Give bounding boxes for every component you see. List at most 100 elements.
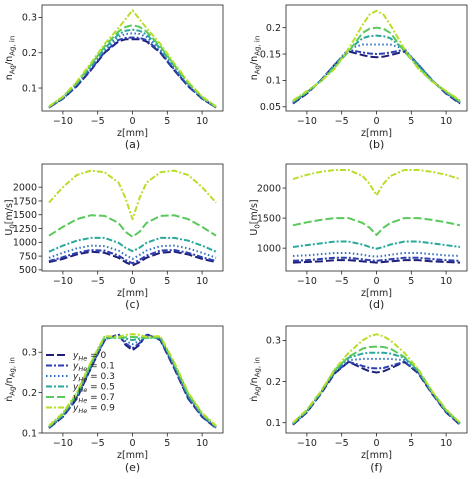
plot-frame xyxy=(285,325,468,434)
x-tick-label: −10 xyxy=(297,116,317,127)
series-line-5 xyxy=(48,9,217,108)
y-tick-label: 2000 xyxy=(13,182,37,193)
panel-a: −10 −5 0 5 10 0.1 0.2 0.3 z[mm] nAg/nAg, in (a) xyxy=(4,4,224,151)
series-line-5 xyxy=(292,333,461,424)
series-line-2 xyxy=(48,32,217,108)
x-axis-label: z[mm] xyxy=(361,450,392,461)
series-line-4 xyxy=(292,26,461,103)
x-tick-label: −5 xyxy=(335,276,349,287)
y-tick-label: 1500 xyxy=(257,213,281,224)
series-group xyxy=(292,333,461,426)
series-line-0 xyxy=(292,360,461,426)
x-tick-label: 5 xyxy=(164,116,170,127)
series-line-1 xyxy=(292,360,461,426)
panel-e: −10 −5 0 5 10 0.1 0.2 0.3 z[mm] ṅAg/nAg, in (e) xyxy=(4,325,224,474)
x-tick-label: 0 xyxy=(373,116,379,127)
series-group xyxy=(48,9,217,109)
y-tick-label: 0.05 xyxy=(260,102,281,113)
series-line-5 xyxy=(292,169,461,197)
panel-c: −10 −5 0 5 10 500 750 1000 1250 1500 1750 2000 z[mm]… xyxy=(4,163,224,311)
series-line-3 xyxy=(48,28,217,108)
panel-caption: (f) xyxy=(370,461,382,474)
y-axis-label: nAg/nAg, in xyxy=(249,36,262,81)
panel-f: −10 −5 0 5 10 0.1 0.2 0.3 z[mm] ṅAg/nAg, in (f) xyxy=(249,325,468,474)
series-line-1 xyxy=(48,249,217,265)
series-line-2 xyxy=(292,251,461,258)
x-tick-label: 10 xyxy=(196,116,208,127)
series-line-5 xyxy=(292,9,461,102)
panel-d: −10 −5 0 5 10 1000 1500 2000 z[mm] U0[m/s] (d) xyxy=(249,163,468,311)
x-axis-label: z[mm] xyxy=(117,288,148,299)
series-group xyxy=(48,333,217,429)
y-tick-label: 0.1 xyxy=(266,418,281,429)
legend-label: yHe = 0.7 xyxy=(72,393,115,405)
series-line-1 xyxy=(48,36,217,109)
legend-label: yHe = 0.5 xyxy=(72,383,115,395)
x-tick-label: 10 xyxy=(440,276,452,287)
panel-caption: (c) xyxy=(125,298,140,311)
y-tick-label: 0.1 xyxy=(22,83,37,94)
y-tick-label: 0.2 xyxy=(266,377,281,388)
series-line-0 xyxy=(48,38,217,109)
y-tick-label: 0.2 xyxy=(266,23,281,34)
y-tick-label: 0.3 xyxy=(266,336,281,347)
x-tick-label: 0 xyxy=(373,438,379,449)
series-line-5 xyxy=(48,169,217,221)
x-tick-label: 10 xyxy=(196,438,208,449)
series-line-5 xyxy=(48,333,217,427)
series-line-1 xyxy=(292,48,461,104)
series-line-1 xyxy=(292,256,461,262)
x-tick-label: −5 xyxy=(335,438,349,449)
series-line-0 xyxy=(292,50,461,105)
panel-b: −10 −5 0 5 10 0.05 0.1 0.15 0.2 z[mm] nAg/nAg, in (… xyxy=(249,4,468,151)
panel-caption: (a) xyxy=(125,138,140,151)
y-tick-label: 0.2 xyxy=(22,48,37,59)
series-line-4 xyxy=(48,214,217,238)
x-tick-label: −5 xyxy=(91,438,105,449)
x-tick-label: 5 xyxy=(408,276,414,287)
x-tick-label: −5 xyxy=(91,276,105,287)
legend-label: yHe = 0 xyxy=(72,351,106,363)
series-line-3 xyxy=(48,236,217,253)
legend-label: yHe = 0.3 xyxy=(72,372,115,384)
x-tick-label: 10 xyxy=(440,116,452,127)
y-tick-label: 0.15 xyxy=(260,49,281,60)
y-axis-label: U0[m/s] xyxy=(249,199,262,235)
y-tick-label: 0.1 xyxy=(22,428,37,439)
panel-caption: (e) xyxy=(125,461,140,474)
legend-label: yHe = 0.1 xyxy=(72,362,115,374)
y-tick-label: 1500 xyxy=(13,210,37,221)
panel-caption: (b) xyxy=(369,138,385,151)
x-tick-label: 5 xyxy=(408,116,414,127)
x-axis-label: z[mm] xyxy=(117,450,148,461)
series-group xyxy=(48,169,217,267)
y-tick-label: 0.3 xyxy=(22,13,37,24)
series-line-2 xyxy=(48,244,217,260)
series-line-3 xyxy=(292,351,461,425)
y-tick-label: 0.1 xyxy=(266,76,281,87)
x-tick-label: −10 xyxy=(53,116,73,127)
x-axis-label: z[mm] xyxy=(361,128,392,139)
y-tick-label: 0.2 xyxy=(22,388,37,399)
x-tick-label: −10 xyxy=(53,438,73,449)
x-tick-label: −5 xyxy=(335,116,349,127)
y-tick-label: 2000 xyxy=(257,183,281,194)
y-axis-label: ṅAg/nAg, in xyxy=(249,357,262,402)
y-tick-label: 1000 xyxy=(13,238,37,249)
y-tick-label: 500 xyxy=(19,265,37,276)
series-line-3 xyxy=(292,34,461,103)
x-tick-label: 5 xyxy=(408,438,414,449)
y-tick-label: 1000 xyxy=(257,243,281,254)
series-line-0 xyxy=(48,250,217,267)
x-tick-label: 10 xyxy=(440,438,452,449)
plot-frame xyxy=(41,325,224,434)
x-tick-label: 5 xyxy=(164,276,170,287)
series-line-0 xyxy=(292,259,461,264)
y-axis-label: U0[m/s] xyxy=(4,199,17,235)
series-line-3 xyxy=(48,336,217,428)
x-tick-label: −10 xyxy=(297,438,317,449)
x-tick-label: 0 xyxy=(129,116,135,127)
panel-caption: (d) xyxy=(369,298,385,311)
